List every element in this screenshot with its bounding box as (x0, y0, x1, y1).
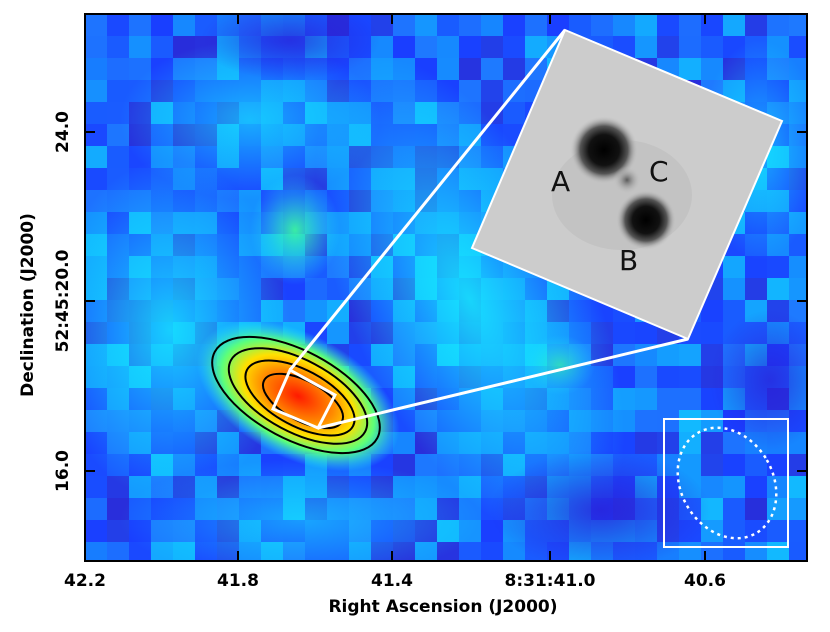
x-tick-label-3: 41.4 (371, 571, 413, 591)
y-tick-label-2: 52:45:20.0 (53, 249, 73, 352)
green-patch-right (525, 335, 595, 395)
inset-image: A B C (470, 28, 784, 341)
source-c-blob (613, 166, 641, 194)
contour-level-3 (244, 359, 356, 437)
zoom-overlay (271, 29, 689, 430)
contour-level-2 (227, 347, 369, 445)
dark-blue-patch-right (710, 310, 807, 450)
beam-indicator (663, 418, 789, 548)
plot-frame (84, 13, 808, 562)
source-b-label: B (619, 244, 638, 277)
x-axis-title: Right Ascension (J2000) (328, 597, 557, 617)
x-tick-label-1: 42.2 (64, 571, 106, 591)
y-tick-label-3: 16.0 (53, 450, 73, 492)
green-patch (250, 175, 340, 285)
y-tick-label-1: 24.0 (53, 111, 73, 153)
cyan-region-bottom (120, 460, 480, 561)
x-tick-label-2: 41.8 (217, 571, 259, 591)
dark-blue-patch-bottom (490, 450, 710, 561)
zoom-connector-top (288, 29, 567, 371)
zoom-connector-bottom (317, 337, 689, 430)
sky-map (85, 14, 807, 561)
tick-marks (84, 14, 807, 561)
x-tick-label-5: 40.6 (684, 571, 726, 591)
beam-ellipse (676, 426, 778, 540)
cyan-region-top (120, 40, 380, 200)
beam-box (663, 418, 789, 548)
source-a-label: A (551, 165, 570, 198)
y-axis-title: Declination (J2000) (18, 213, 38, 397)
source-c-label: C (649, 155, 669, 188)
cyan-ridge-center (315, 58, 625, 542)
emission-source-blob (196, 320, 400, 472)
x-tick-label-4: 8:31:41.0 (504, 571, 595, 591)
source-b-blob (616, 190, 676, 250)
dark-blue-patch-top (200, 14, 380, 80)
contour-level-1 (211, 335, 381, 455)
source-a-blob (570, 116, 638, 184)
